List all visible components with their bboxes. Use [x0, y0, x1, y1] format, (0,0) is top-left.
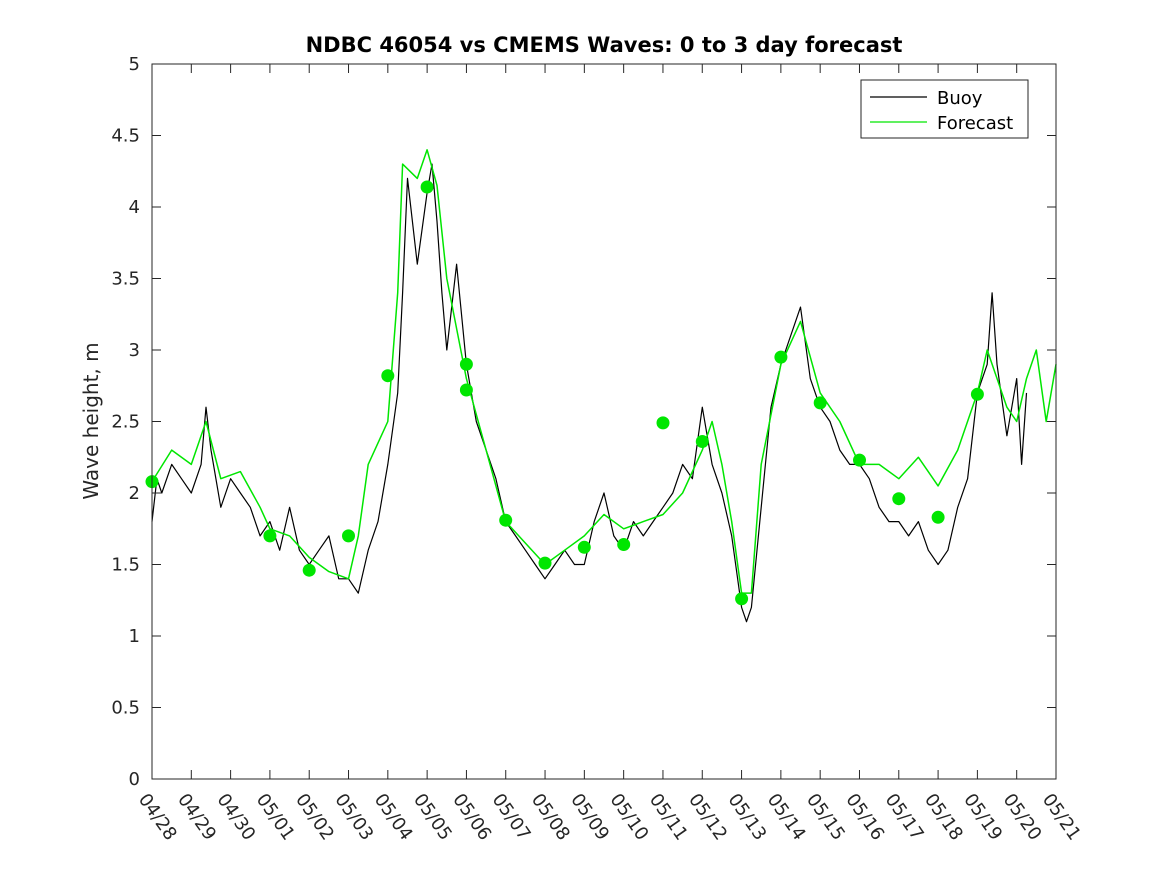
y-tick-label-8: 4	[129, 197, 140, 218]
chart-title: NDBC 46054 vs CMEMS Waves: 0 to 3 day fo…	[306, 33, 903, 57]
series-line-forecast	[151, 149, 1057, 594]
forecast-marker-10	[577, 540, 591, 554]
plot-area	[152, 64, 1056, 779]
forecast-marker-12	[656, 416, 670, 430]
forecast-marker-9	[538, 556, 552, 570]
forecast-marker-14	[735, 592, 749, 606]
forecast-marker-13	[695, 435, 709, 448]
forecast-marker-19	[931, 510, 945, 524]
forecast-marker-8	[499, 513, 513, 527]
y-tick-label-6: 3	[129, 340, 140, 361]
legend-box	[860, 79, 1029, 139]
legend: Buoy Forecast	[860, 79, 1029, 139]
forecast-marker-2	[302, 563, 316, 577]
y-tick-label-0: 0	[129, 769, 140, 790]
forecast-marker-3	[342, 529, 355, 543]
forecast-marker-16	[813, 396, 827, 410]
forecast-marker-6	[459, 357, 473, 371]
forecast-marker-4	[381, 369, 395, 383]
forecast-marker-18	[892, 492, 906, 506]
y-tick-label-2: 1	[129, 626, 140, 647]
y-tick-label-10: 5	[129, 54, 140, 75]
y-tick-label-3: 1.5	[111, 555, 140, 576]
forecast-marker-1	[263, 529, 277, 543]
y-axis-label: Wave height, m	[79, 342, 103, 499]
legend-buoy-label: Buoy	[937, 88, 983, 109]
forecast-marker-15	[774, 350, 788, 364]
y-tick-label-7: 3.5	[111, 269, 140, 290]
y-tick-label-4: 2	[129, 483, 140, 504]
legend-forecast-label: Forecast	[937, 113, 1013, 134]
forecast-marker-7	[459, 383, 473, 397]
forecast-marker-17	[853, 453, 866, 467]
forecast-marker-11	[617, 538, 631, 551]
series-line-buoy	[151, 163, 1028, 623]
forecast-marker-5	[420, 180, 434, 194]
y-tick-label-5: 2.5	[111, 412, 140, 433]
forecast-marker-20	[970, 387, 984, 401]
y-tick-label-9: 4.5	[111, 126, 140, 147]
y-tick-label-1: 0.5	[111, 698, 140, 719]
